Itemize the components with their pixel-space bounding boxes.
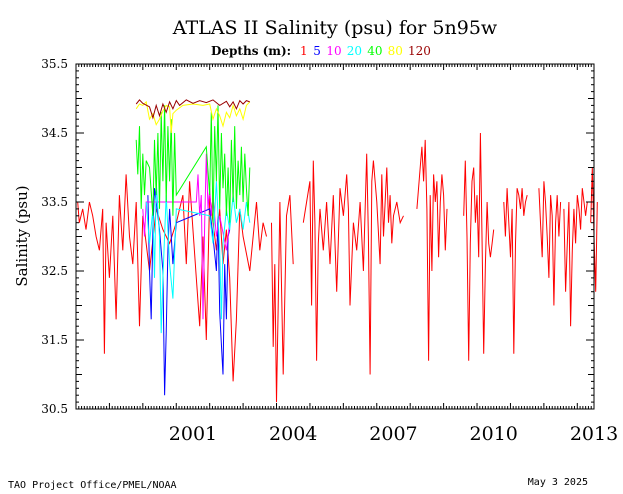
y-tick-label: 30.5	[41, 402, 68, 416]
y-tick-label: 35.5	[41, 57, 68, 71]
footer-date: May 3 2025	[528, 477, 588, 488]
footer-credit: TAO Project Office/PMEL/NOAA	[8, 480, 177, 491]
y-axis-label: Salinity (psu)	[13, 185, 31, 286]
legend-entry-1: 1	[300, 44, 308, 58]
chart-title: ATLAS II Salinity (psu) for 5n95w	[172, 17, 498, 39]
series-line-40	[135, 105, 251, 223]
series-line-1d	[416, 139, 448, 361]
series-line-1c	[302, 153, 404, 375]
legend-entry-5: 5	[313, 44, 321, 58]
y-tick-label: 31.5	[41, 333, 68, 347]
series-line-120	[135, 99, 250, 120]
series-line-1h	[563, 188, 588, 327]
x-tick-label: 2001	[169, 423, 217, 445]
series-line-1f	[503, 188, 528, 354]
legend-entry-80: 80	[388, 44, 403, 58]
series-line-1e	[463, 132, 495, 361]
legend-entry-120: 120	[408, 44, 431, 58]
series-line-1g	[538, 181, 562, 306]
x-tick-label: 2007	[369, 423, 417, 445]
series-line-1b	[271, 195, 294, 403]
y-tick-label: 33.5	[41, 195, 68, 209]
series-line-10	[142, 153, 231, 320]
legend: Depths (m): 1 5 10 20 40 80 120	[211, 44, 431, 58]
x-tick-label: 2004	[269, 423, 317, 445]
plot-area	[77, 99, 598, 403]
axes: 30.5 31.5 32.5 33.5 34.5 35.5 2001 2004 2007 2010…	[41, 57, 618, 445]
x-tick-label: 2010	[470, 423, 518, 445]
legend-label: Depths (m):	[211, 44, 291, 58]
legend-entry-10: 10	[326, 44, 341, 58]
series-line-1	[77, 174, 267, 382]
legend-entry-20: 20	[347, 44, 362, 58]
x-tick-label: 2013	[570, 423, 618, 445]
y-tick-label: 34.5	[41, 126, 68, 140]
legend-entry-40: 40	[367, 44, 382, 58]
y-tick-label: 32.5	[41, 264, 68, 278]
